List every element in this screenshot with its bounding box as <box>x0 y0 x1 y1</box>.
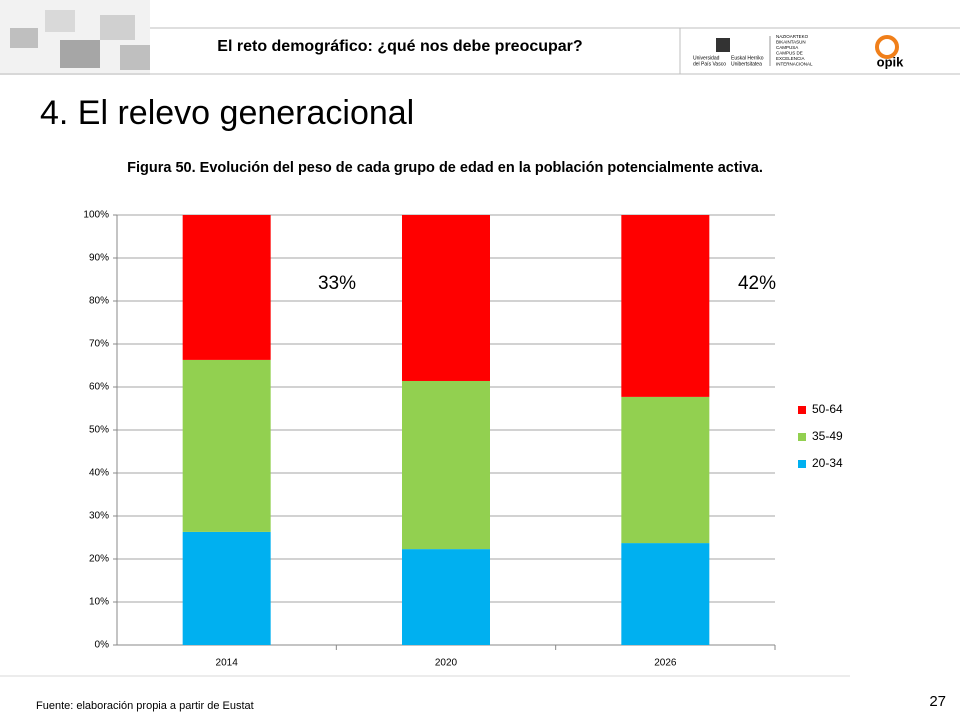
decoration <box>120 45 150 70</box>
y-tick-label: 100% <box>83 210 109 221</box>
y-tick-label: 70% <box>89 339 109 350</box>
bar-segment <box>621 543 710 645</box>
campus-text: CAMPUSA <box>776 45 798 50</box>
legend-label: 35-49 <box>812 429 843 443</box>
decoration <box>45 10 75 32</box>
slide-title: 4. El relevo generacional <box>40 94 414 132</box>
bar-segment <box>182 531 271 645</box>
bar-segment <box>402 380 490 550</box>
y-tick-label: 0% <box>95 640 110 651</box>
legend-swatch <box>798 406 806 414</box>
page-number: 27 <box>929 693 946 710</box>
topic: El reto demográfico: ¿qué nos debe preoc… <box>217 38 582 55</box>
legend-swatch <box>798 433 806 441</box>
bar-segment <box>182 215 271 360</box>
y-tick-label: 20% <box>89 554 109 565</box>
campus-text: CAMPUS DE <box>776 51 803 56</box>
campus-text: NAZIOARTEKO <box>776 34 809 39</box>
x-tick-label: 2026 <box>654 658 677 669</box>
bar-segment <box>621 215 710 397</box>
brand-logo <box>875 35 899 59</box>
brand: opik <box>877 54 904 69</box>
campus-text: BIKAINTASUN <box>776 40 806 45</box>
header-decoration <box>0 0 960 75</box>
campus-text: EXCELENCIA <box>776 56 805 61</box>
x-tick-label: 2014 <box>216 658 239 669</box>
decoration <box>100 15 135 40</box>
bar-segment <box>402 215 490 381</box>
y-tick-label: 50% <box>89 425 109 436</box>
y-tick-label: 40% <box>89 468 109 479</box>
x-tick-label: 2020 <box>435 658 458 669</box>
bar-segment <box>621 396 710 544</box>
university-logo <box>716 38 730 52</box>
legend-label: 50-64 <box>812 402 843 416</box>
y-tick-label: 30% <box>89 511 109 522</box>
y-tick-label: 60% <box>89 382 109 393</box>
y-tick-label: 10% <box>89 597 109 608</box>
decoration <box>10 28 38 48</box>
chart-title: Figura 50. Evolución del peso de cada gr… <box>127 160 763 176</box>
bar-segment <box>402 549 490 645</box>
university-text: Unibertsitatea <box>731 61 762 67</box>
source: Fuente: elaboración propia a partir de E… <box>36 700 254 712</box>
bar-segment <box>182 359 271 532</box>
annotation: 33% <box>318 273 356 294</box>
university-text: Euskal Herriko <box>731 55 764 61</box>
legend-swatch <box>798 460 806 468</box>
university-text: del País Vasco <box>693 61 726 67</box>
decoration <box>60 40 100 68</box>
annotation: 42% <box>738 273 776 294</box>
university-text: Universidad <box>693 55 720 61</box>
y-tick-label: 80% <box>89 296 109 307</box>
campus-text: INTERNACIONAL <box>776 62 813 67</box>
y-tick-label: 90% <box>89 253 109 264</box>
legend-label: 20-34 <box>812 456 843 470</box>
